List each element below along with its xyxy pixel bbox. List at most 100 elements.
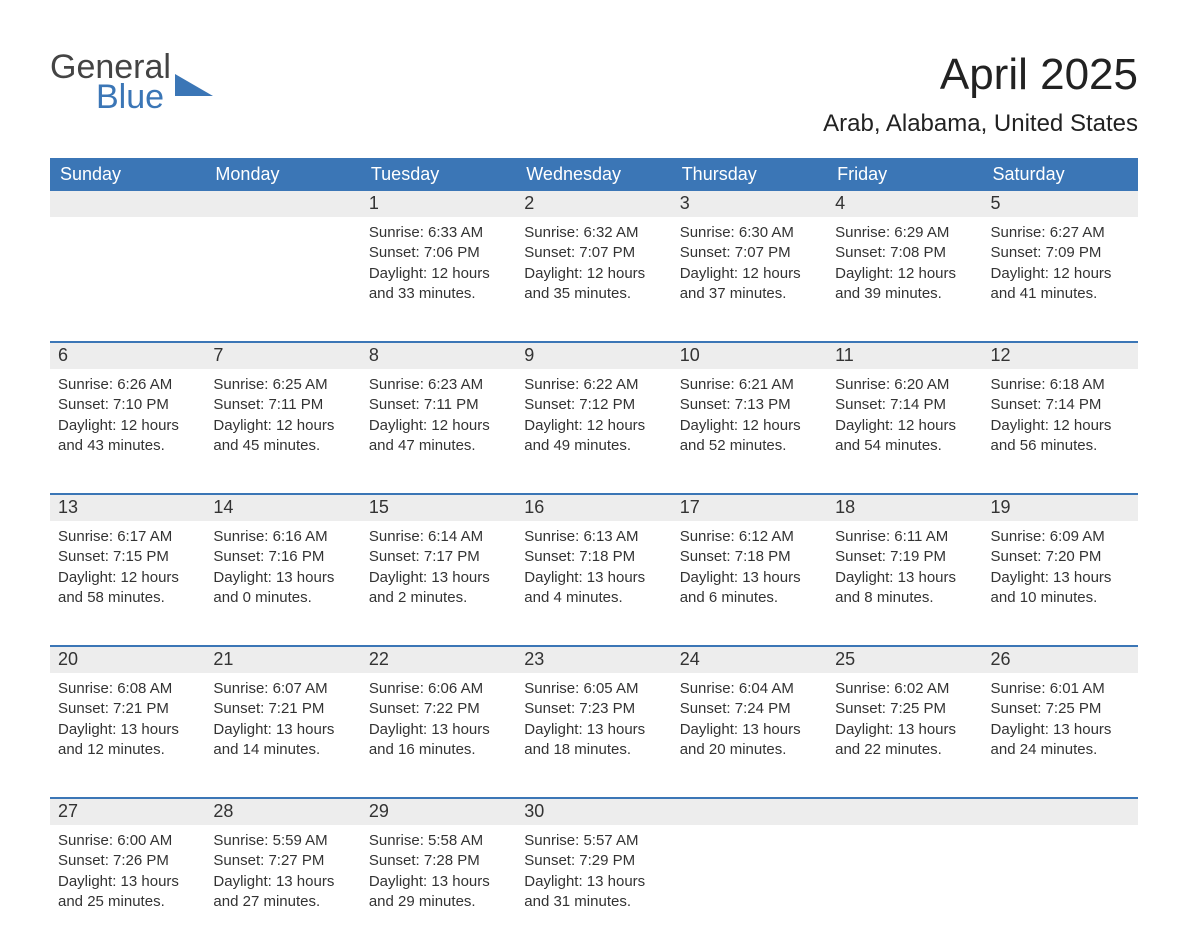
day-cell: 30Sunrise: 5:57 AMSunset: 7:29 PMDayligh… [516, 799, 671, 949]
sunrise-text: Sunrise: 6:14 AM [369, 527, 508, 547]
day-number: 19 [983, 495, 1138, 521]
day-number: 12 [983, 343, 1138, 369]
daylight-text: Daylight: 12 hours and 37 minutes. [680, 264, 819, 305]
week-row: 1Sunrise: 6:33 AMSunset: 7:06 PMDaylight… [50, 191, 1138, 341]
sunset-text: Sunset: 7:18 PM [680, 547, 819, 567]
day-number [983, 799, 1138, 825]
sunset-text: Sunset: 7:19 PM [835, 547, 974, 567]
day-cell: 22Sunrise: 6:06 AMSunset: 7:22 PMDayligh… [361, 647, 516, 797]
sunset-text: Sunset: 7:07 PM [524, 243, 663, 263]
sunrise-text: Sunrise: 6:08 AM [58, 679, 197, 699]
sunset-text: Sunset: 7:22 PM [369, 699, 508, 719]
day-content: Sunrise: 6:33 AMSunset: 7:06 PMDaylight:… [361, 217, 516, 310]
sunrise-text: Sunrise: 6:13 AM [524, 527, 663, 547]
day-cell: 10Sunrise: 6:21 AMSunset: 7:13 PMDayligh… [672, 343, 827, 493]
day-content: Sunrise: 6:18 AMSunset: 7:14 PMDaylight:… [983, 369, 1138, 462]
day-number: 30 [516, 799, 671, 825]
day-number: 9 [516, 343, 671, 369]
day-cell: 28Sunrise: 5:59 AMSunset: 7:27 PMDayligh… [205, 799, 360, 949]
sunset-text: Sunset: 7:25 PM [835, 699, 974, 719]
day-content: Sunrise: 6:06 AMSunset: 7:22 PMDaylight:… [361, 673, 516, 766]
day-number: 24 [672, 647, 827, 673]
daylight-text: Daylight: 12 hours and 54 minutes. [835, 416, 974, 457]
sunset-text: Sunset: 7:21 PM [213, 699, 352, 719]
sunset-text: Sunset: 7:13 PM [680, 395, 819, 415]
sunrise-text: Sunrise: 6:27 AM [991, 223, 1130, 243]
sunrise-text: Sunrise: 6:26 AM [58, 375, 197, 395]
sunrise-text: Sunrise: 6:23 AM [369, 375, 508, 395]
day-content: Sunrise: 6:23 AMSunset: 7:11 PMDaylight:… [361, 369, 516, 462]
day-number: 23 [516, 647, 671, 673]
sunset-text: Sunset: 7:07 PM [680, 243, 819, 263]
day-content: Sunrise: 6:05 AMSunset: 7:23 PMDaylight:… [516, 673, 671, 766]
sunrise-text: Sunrise: 6:32 AM [524, 223, 663, 243]
day-content: Sunrise: 6:11 AMSunset: 7:19 PMDaylight:… [827, 521, 982, 614]
day-content: Sunrise: 6:04 AMSunset: 7:24 PMDaylight:… [672, 673, 827, 766]
week-row: 13Sunrise: 6:17 AMSunset: 7:15 PMDayligh… [50, 493, 1138, 645]
sunset-text: Sunset: 7:11 PM [369, 395, 508, 415]
day-cell: 19Sunrise: 6:09 AMSunset: 7:20 PMDayligh… [983, 495, 1138, 645]
day-number: 15 [361, 495, 516, 521]
sunset-text: Sunset: 7:17 PM [369, 547, 508, 567]
sunset-text: Sunset: 7:27 PM [213, 851, 352, 871]
sunset-text: Sunset: 7:10 PM [58, 395, 197, 415]
daylight-text: Daylight: 13 hours and 31 minutes. [524, 872, 663, 913]
day-content: Sunrise: 6:00 AMSunset: 7:26 PMDaylight:… [50, 825, 205, 918]
header: General Blue April 2025 Arab, Alabama, U… [50, 50, 1138, 152]
day-number: 1 [361, 191, 516, 217]
day-number: 17 [672, 495, 827, 521]
day-number: 2 [516, 191, 671, 217]
day-content: Sunrise: 6:25 AMSunset: 7:11 PMDaylight:… [205, 369, 360, 462]
daylight-text: Daylight: 13 hours and 2 minutes. [369, 568, 508, 609]
logo-word2: Blue [96, 80, 171, 114]
sunrise-text: Sunrise: 6:02 AM [835, 679, 974, 699]
day-number [672, 799, 827, 825]
day-number: 3 [672, 191, 827, 217]
day-cell: 15 Sunrise: 6:14 AMSunset: 7:17 PMDayligh… [361, 495, 516, 645]
sunrise-text: Sunrise: 6:09 AM [991, 527, 1130, 547]
day-content: Sunrise: 6:08 AMSunset: 7:21 PMDaylight:… [50, 673, 205, 766]
day-cell: 12Sunrise: 6:18 AMSunset: 7:14 PMDayligh… [983, 343, 1138, 493]
daylight-text: Daylight: 13 hours and 22 minutes. [835, 720, 974, 761]
daylight-text: Daylight: 12 hours and 39 minutes. [835, 264, 974, 305]
day-number: 11 [827, 343, 982, 369]
daylight-text: Daylight: 13 hours and 20 minutes. [680, 720, 819, 761]
day-cell: 20Sunrise: 6:08 AMSunset: 7:21 PMDayligh… [50, 647, 205, 797]
sunrise-text: Sunrise: 5:57 AM [524, 831, 663, 851]
day-cell [983, 799, 1138, 949]
sunrise-text: Sunrise: 6:07 AM [213, 679, 352, 699]
weekday-header-row: Sunday Monday Tuesday Wednesday Thursday… [50, 158, 1138, 191]
month-title: April 2025 [823, 50, 1138, 100]
sunset-text: Sunset: 7:24 PM [680, 699, 819, 719]
day-number: 20 [50, 647, 205, 673]
logo: General Blue [50, 50, 213, 114]
day-content: Sunrise: 6:29 AMSunset: 7:08 PMDaylight:… [827, 217, 982, 310]
weekday-header: Sunday [50, 158, 205, 191]
weekday-header: Thursday [672, 158, 827, 191]
day-number: 4 [827, 191, 982, 217]
daylight-text: Daylight: 13 hours and 27 minutes. [213, 872, 352, 913]
daylight-text: Daylight: 12 hours and 35 minutes. [524, 264, 663, 305]
daylight-text: Daylight: 13 hours and 24 minutes. [991, 720, 1130, 761]
sunset-text: Sunset: 7:14 PM [991, 395, 1130, 415]
sunset-text: Sunset: 7:06 PM [369, 243, 508, 263]
sunset-text: Sunset: 7:15 PM [58, 547, 197, 567]
sunset-text: Sunset: 7:26 PM [58, 851, 197, 871]
sunset-text: Sunset: 7:09 PM [991, 243, 1130, 263]
day-content: Sunrise: 6:26 AMSunset: 7:10 PMDaylight:… [50, 369, 205, 462]
calendar: Sunday Monday Tuesday Wednesday Thursday… [50, 158, 1138, 949]
sunset-text: Sunset: 7:14 PM [835, 395, 974, 415]
day-cell: 11Sunrise: 6:20 AMSunset: 7:14 PMDayligh… [827, 343, 982, 493]
weekday-header: Friday [827, 158, 982, 191]
sunrise-text: Sunrise: 6:22 AM [524, 375, 663, 395]
day-cell: 7Sunrise: 6:25 AMSunset: 7:11 PMDaylight… [205, 343, 360, 493]
day-cell: 26Sunrise: 6:01 AMSunset: 7:25 PMDayligh… [983, 647, 1138, 797]
sunrise-text: Sunrise: 6:06 AM [369, 679, 508, 699]
day-content: Sunrise: 6:16 AMSunset: 7:16 PMDaylight:… [205, 521, 360, 614]
sunset-text: Sunset: 7:08 PM [835, 243, 974, 263]
daylight-text: Daylight: 12 hours and 52 minutes. [680, 416, 819, 457]
day-content: Sunrise: 5:59 AMSunset: 7:27 PMDaylight:… [205, 825, 360, 918]
sunset-text: Sunset: 7:11 PM [213, 395, 352, 415]
daylight-text: Daylight: 12 hours and 41 minutes. [991, 264, 1130, 305]
day-cell [50, 191, 205, 341]
